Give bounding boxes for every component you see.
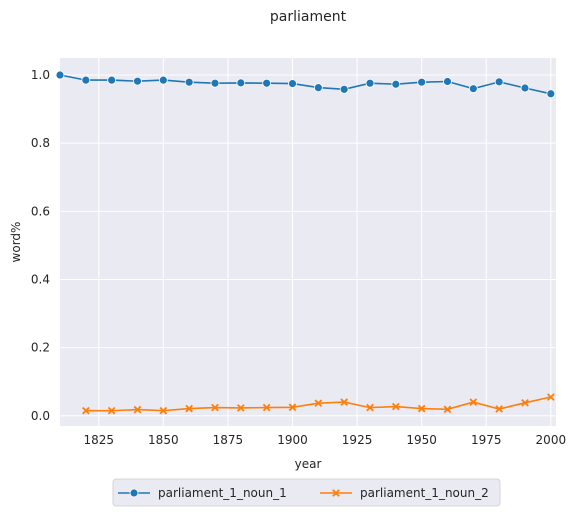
x-tick-label: 1925 <box>342 433 373 447</box>
data-point <box>391 79 401 89</box>
data-point <box>133 76 142 86</box>
data-point <box>546 393 555 401</box>
data-point <box>210 78 220 88</box>
chart-title: parliament <box>270 9 347 25</box>
y-axis-label: word% <box>9 222 23 263</box>
data-point <box>107 75 117 85</box>
data-point <box>391 402 400 411</box>
data-point <box>313 83 323 93</box>
data-point <box>288 403 297 412</box>
data-point <box>495 405 504 413</box>
grid-lines <box>60 58 556 426</box>
legend-box <box>112 478 501 507</box>
x-tick-label: 1825 <box>83 433 114 447</box>
y-axis-ticks: 0.0 0.2 0.4 0.6 0.8 1.0 <box>31 68 50 423</box>
legend-label: parliament_1_noun_2 <box>360 486 489 500</box>
data-point <box>236 78 246 88</box>
data-point <box>469 398 478 406</box>
y-tick-label: 0.6 <box>31 204 50 218</box>
data-point <box>546 89 556 99</box>
data-point <box>185 404 194 413</box>
data-point <box>236 404 245 412</box>
x-tick-label: 1850 <box>148 433 179 447</box>
data-point <box>521 398 529 407</box>
series-2 <box>81 393 555 415</box>
x-tick-label: 1975 <box>471 433 502 447</box>
x-tick-label: 1900 <box>277 433 308 447</box>
data-point <box>129 488 139 498</box>
y-tick-label: 1.0 <box>31 68 50 82</box>
series-layer <box>55 70 556 415</box>
data-point <box>55 70 65 80</box>
data-point <box>332 489 340 497</box>
plot-area <box>60 58 556 426</box>
data-point <box>340 398 349 406</box>
y-tick-label: 0.8 <box>31 136 50 150</box>
data-point <box>211 403 219 412</box>
x-axis-ticks: 1825 1850 1875 1900 1925 1950 1975 2000 <box>83 433 566 447</box>
legend-item: parliament_1_noun_2 <box>320 486 489 500</box>
data-point <box>520 83 530 93</box>
data-point <box>81 75 91 85</box>
data-point <box>158 75 168 85</box>
data-point <box>184 77 194 87</box>
data-point <box>443 77 452 86</box>
data-point <box>366 403 374 412</box>
data-point <box>365 78 375 88</box>
data-point <box>262 403 271 412</box>
y-tick-label: 0.0 <box>31 409 50 423</box>
x-tick-label: 2000 <box>536 433 567 447</box>
legend-item: parliament_1_noun_1 <box>118 486 287 500</box>
data-point <box>133 405 142 414</box>
data-point <box>468 84 478 94</box>
data-point <box>417 404 426 413</box>
series-1 <box>55 70 556 99</box>
data-point <box>417 77 427 87</box>
data-point <box>443 405 452 414</box>
x-tick-label: 1875 <box>213 433 244 447</box>
data-point <box>494 77 504 87</box>
y-tick-label: 0.4 <box>31 272 50 286</box>
x-tick-label: 1950 <box>406 433 437 447</box>
data-point <box>159 406 168 415</box>
legend-label: parliament_1_noun_1 <box>158 486 287 500</box>
data-point <box>339 84 349 94</box>
data-point <box>288 79 297 88</box>
y-tick-label: 0.2 <box>31 341 50 355</box>
data-point <box>107 406 116 415</box>
legend: parliament_1_noun_1 parliament_1_noun_2 <box>112 478 501 507</box>
x-axis-label: year <box>295 457 322 471</box>
data-point <box>262 78 272 88</box>
data-point <box>314 399 323 408</box>
data-point <box>81 406 90 415</box>
